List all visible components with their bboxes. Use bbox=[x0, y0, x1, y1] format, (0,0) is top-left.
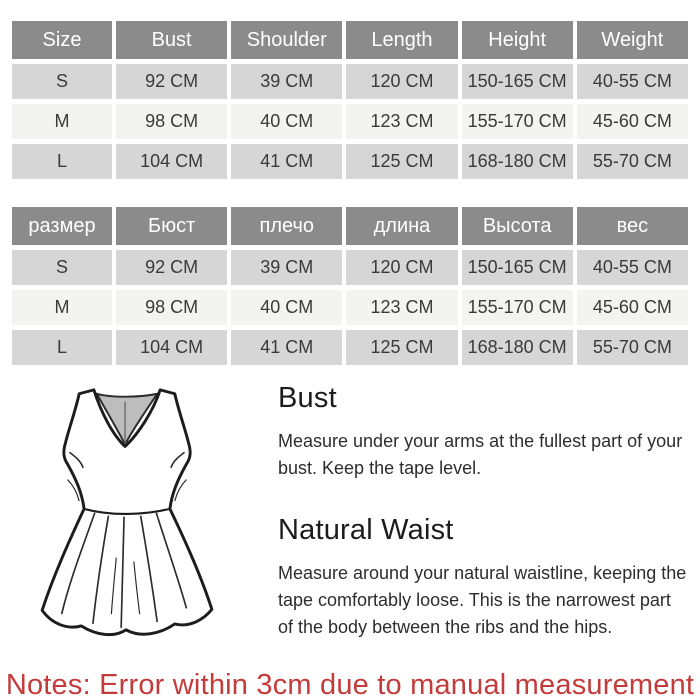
cell-weight: 45-60 CM bbox=[576, 290, 688, 325]
cell-bust: 92 CM bbox=[116, 250, 228, 285]
cell-weight: 40-55 CM bbox=[576, 250, 688, 285]
cell-weight: 45-60 CM bbox=[576, 104, 688, 139]
column-header-bust-ru: Бюст bbox=[116, 207, 228, 245]
table-row-m: M 98 CM 40 CM 123 CM 155-170 CM 45-60 CM bbox=[12, 290, 688, 325]
cell-shoulder: 40 CM bbox=[231, 104, 343, 139]
cell-size: L bbox=[12, 330, 112, 365]
dress-illustration bbox=[20, 380, 260, 667]
cell-weight: 55-70 CM bbox=[576, 144, 688, 179]
cell-size: M bbox=[12, 290, 112, 325]
cell-height: 150-165 CM bbox=[461, 64, 573, 99]
cell-height: 155-170 CM bbox=[461, 104, 573, 139]
cell-length: 120 CM bbox=[346, 64, 458, 99]
cell-length: 125 CM bbox=[346, 330, 458, 365]
cell-shoulder: 39 CM bbox=[231, 250, 343, 285]
dress-line-drawing-svg bbox=[40, 388, 214, 637]
cell-bust: 98 CM bbox=[116, 104, 228, 139]
cell-length: 125 CM bbox=[346, 144, 458, 179]
natural-waist-description: Measure around your natural waistline, k… bbox=[278, 563, 687, 637]
table-row-m: M 98 CM 40 CM 123 CM 155-170 CM 45-60 CM bbox=[12, 104, 688, 139]
cell-bust: 104 CM bbox=[116, 144, 228, 179]
cell-height: 155-170 CM bbox=[461, 290, 573, 325]
column-header-height: Height bbox=[461, 21, 573, 59]
table-row-l: L 104 CM 41 CM 125 CM 168-180 CM 55-70 C… bbox=[12, 144, 688, 179]
cell-shoulder: 41 CM bbox=[231, 144, 343, 179]
column-header-height-ru: Высота bbox=[461, 207, 573, 245]
table-header-row: Size Bust Shoulder Length Height Weight bbox=[12, 21, 688, 59]
bust-description: Measure under your arms at the fullest p… bbox=[278, 431, 683, 478]
column-header-size: Size bbox=[12, 21, 112, 59]
table-row-s: S 92 CM 39 CM 120 CM 150-165 CM 40-55 CM bbox=[12, 250, 688, 285]
natural-waist-heading: Natural Waist bbox=[278, 514, 454, 546]
cell-shoulder: 39 CM bbox=[231, 64, 343, 99]
cell-weight: 55-70 CM bbox=[576, 330, 688, 365]
cell-size: S bbox=[12, 64, 112, 99]
measuring-guide: Bust Measure under your arms at the full… bbox=[0, 380, 700, 667]
cell-length: 123 CM bbox=[346, 104, 458, 139]
cell-size: M bbox=[12, 104, 112, 139]
column-header-bust: Bust bbox=[116, 21, 228, 59]
cell-bust: 104 CM bbox=[116, 330, 228, 365]
table-row-s: S 92 CM 39 CM 120 CM 150-165 CM 40-55 CM bbox=[12, 64, 688, 99]
cell-length: 123 CM bbox=[346, 290, 458, 325]
measuring-instructions: Bust Measure under your arms at the full… bbox=[260, 380, 700, 667]
table-header-row: размер Бюст плечо длина Высота вес bbox=[12, 207, 688, 245]
cell-size: L bbox=[12, 144, 112, 179]
column-header-weight: Weight bbox=[576, 21, 688, 59]
column-header-shoulder-ru: плечо bbox=[231, 207, 343, 245]
column-header-length-ru: длина bbox=[346, 207, 458, 245]
size-table-english: Size Bust Shoulder Length Height Weight … bbox=[8, 16, 692, 184]
cell-shoulder: 41 CM bbox=[231, 330, 343, 365]
cell-shoulder: 40 CM bbox=[231, 290, 343, 325]
cell-height: 168-180 CM bbox=[461, 144, 573, 179]
cell-weight: 40-55 CM bbox=[576, 64, 688, 99]
size-table-russian: размер Бюст плечо длина Высота вес S 92 … bbox=[8, 202, 692, 370]
cell-size: S bbox=[12, 250, 112, 285]
measurement-error-note: Notes: Error within 3cm due to manual me… bbox=[5, 669, 695, 700]
column-header-length: Length bbox=[346, 21, 458, 59]
cell-height: 168-180 CM bbox=[461, 330, 573, 365]
column-header-weight-ru: вес bbox=[576, 207, 688, 245]
cell-length: 120 CM bbox=[346, 250, 458, 285]
cell-bust: 98 CM bbox=[116, 290, 228, 325]
bust-heading: Bust bbox=[278, 382, 337, 414]
table-row-l: L 104 CM 41 CM 125 CM 168-180 CM 55-70 C… bbox=[12, 330, 688, 365]
column-header-size-ru: размер bbox=[12, 207, 112, 245]
cell-bust: 92 CM bbox=[116, 64, 228, 99]
column-header-shoulder: Shoulder bbox=[231, 21, 343, 59]
cell-height: 150-165 CM bbox=[461, 250, 573, 285]
